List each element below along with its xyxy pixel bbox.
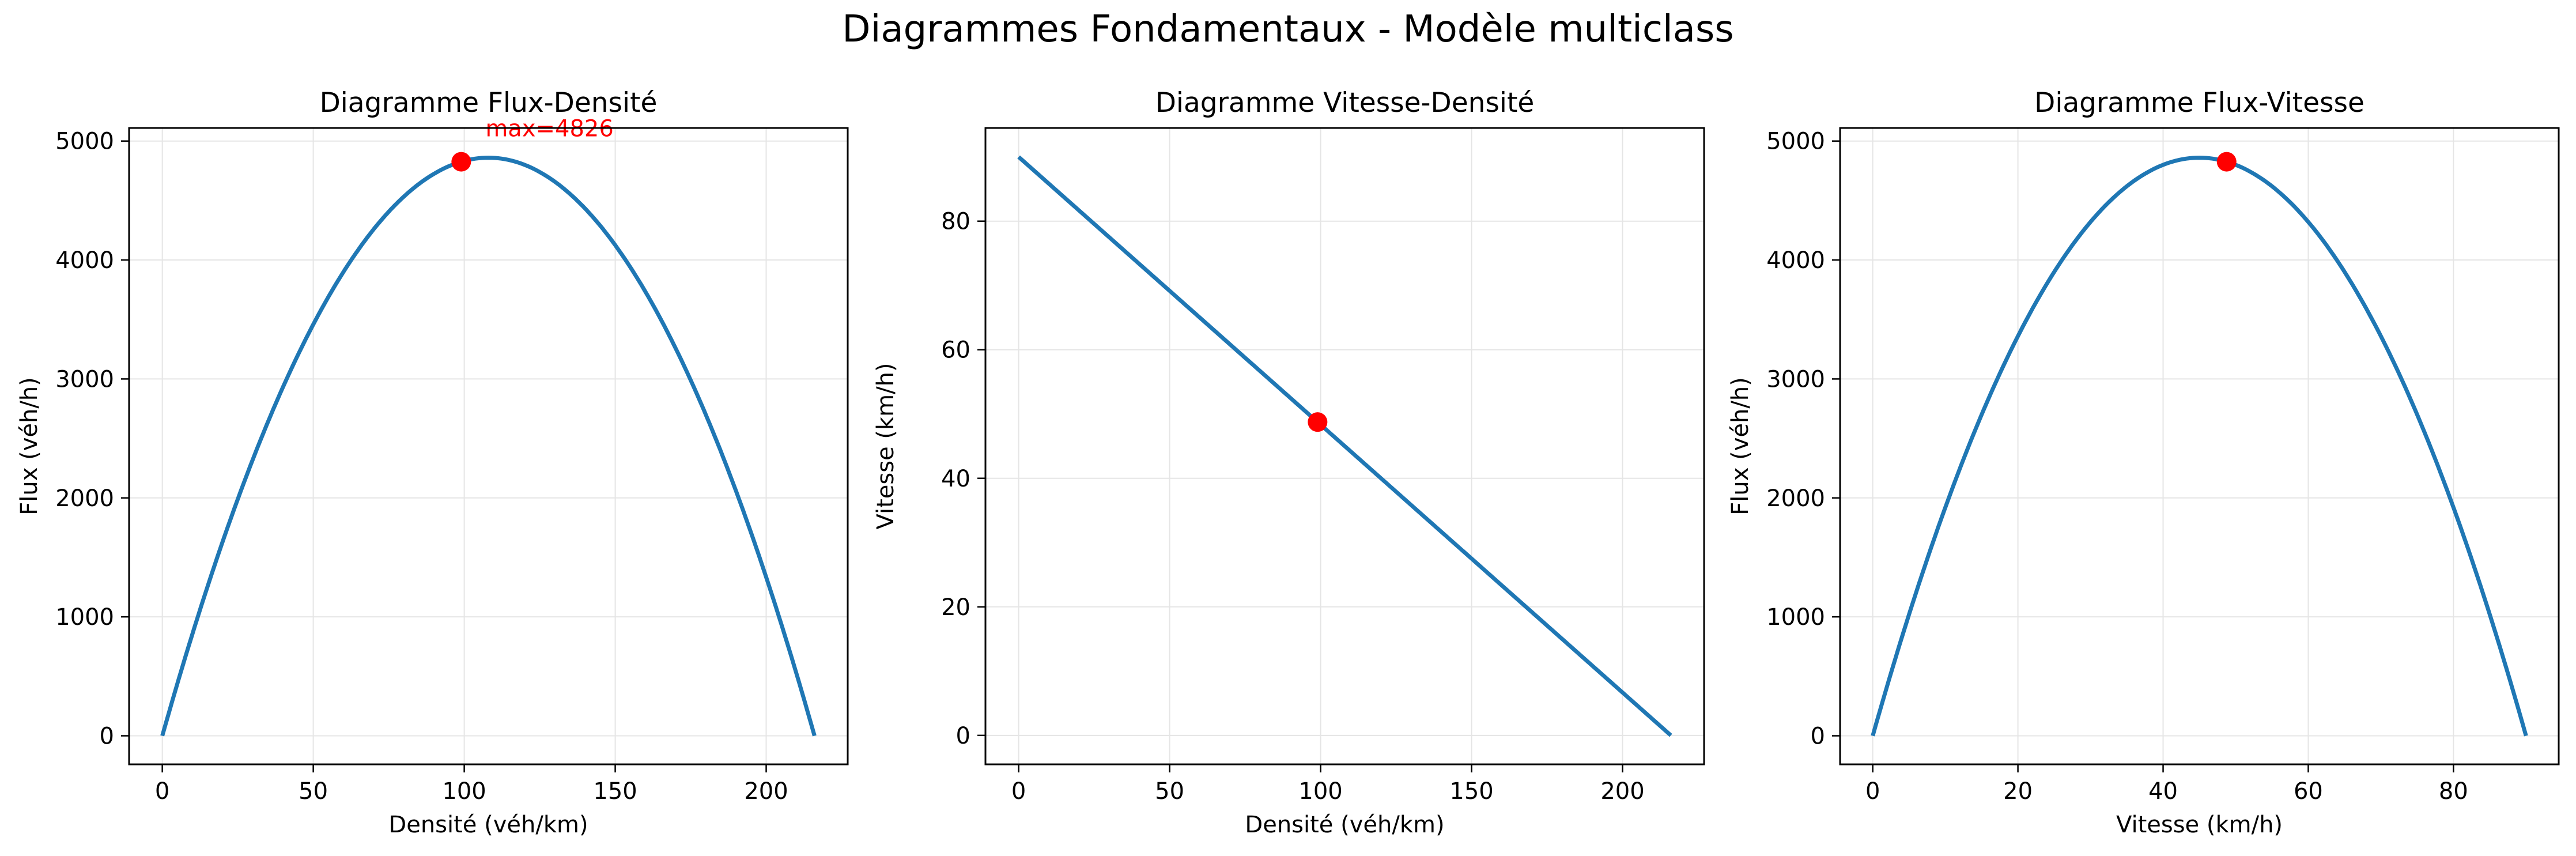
y-tick-label: 5000 — [55, 129, 114, 155]
x-axis-label: Densité (véh/km) — [1245, 812, 1444, 838]
x-tick-label: 200 — [744, 778, 788, 805]
x-tick-label: 0 — [1865, 778, 1880, 805]
y-tick-label: 20 — [941, 594, 970, 621]
x-tick-label: 50 — [1155, 778, 1184, 805]
chart-panel-2: 0 50 100 150 200 0 20 40 60 80 Diagramme Vitesse-D… — [872, 87, 1705, 838]
x-axis-label: Densité (véh/km) — [388, 812, 588, 838]
figure-title: Diagrammes Fondamentaux - Modèle multicl… — [842, 8, 1734, 51]
axes-frame — [128, 127, 849, 766]
highlight-label: max=4826 — [485, 116, 613, 142]
series-line — [1871, 156, 2528, 737]
y-tick-label: 5000 — [1766, 129, 1825, 155]
axes-frame — [984, 127, 1705, 766]
chart-panel-3: 0 20 40 60 80 0 1000 2000 3000 4000 5000 Diagramme … — [1727, 87, 2560, 838]
y-tick-label: 4000 — [55, 247, 114, 274]
y-axis-label: Flux (véh/h) — [16, 377, 43, 515]
y-tick-label: 2000 — [1766, 485, 1825, 512]
highlight-point — [1308, 412, 1328, 432]
y-tick-label: 0 — [956, 723, 970, 749]
x-tick-label: 80 — [2439, 778, 2468, 805]
y-tick-label: 80 — [941, 209, 970, 235]
x-tick-label: 0 — [1011, 778, 1026, 805]
x-tick-label: 100 — [442, 778, 486, 805]
chart-title: Diagramme Vitesse-Densité — [1155, 87, 1535, 119]
x-tick-label: 50 — [299, 778, 328, 805]
x-tick-label: 0 — [155, 778, 169, 805]
y-tick-label: 4000 — [1766, 247, 1825, 274]
y-tick-label: 1000 — [55, 604, 114, 631]
x-tick-label: 200 — [1600, 778, 1644, 805]
highlight-point — [2216, 152, 2237, 172]
y-tick-label: 0 — [1811, 723, 1825, 749]
series-line — [160, 156, 817, 737]
y-tick-label: 0 — [100, 723, 114, 749]
y-tick-label: 2000 — [55, 485, 114, 512]
chart-title: Diagramme Flux-Densité — [320, 87, 658, 119]
y-tick-label: 3000 — [55, 366, 114, 393]
axes-frame — [1839, 127, 2560, 766]
series-line — [1017, 155, 1672, 737]
y-tick-label: 60 — [941, 337, 970, 364]
x-axis-label: Vitesse (km/h) — [2116, 812, 2283, 838]
x-tick-label: 40 — [2148, 778, 2178, 805]
y-tick-label: 40 — [941, 466, 970, 492]
x-tick-label: 150 — [1449, 778, 1493, 805]
y-axis-label: Vitesse (km/h) — [872, 363, 899, 529]
y-axis-label: Flux (véh/h) — [1727, 377, 1754, 515]
x-tick-label: 20 — [2003, 778, 2033, 805]
y-tick-label: 1000 — [1766, 604, 1825, 631]
y-tick-label: 3000 — [1766, 366, 1825, 393]
highlight-point — [451, 152, 471, 172]
x-tick-label: 60 — [2294, 778, 2323, 805]
x-tick-label: 100 — [1298, 778, 1342, 805]
x-tick-label: 150 — [593, 778, 637, 805]
chart-title: Diagramme Flux-Vitesse — [2034, 87, 2365, 119]
